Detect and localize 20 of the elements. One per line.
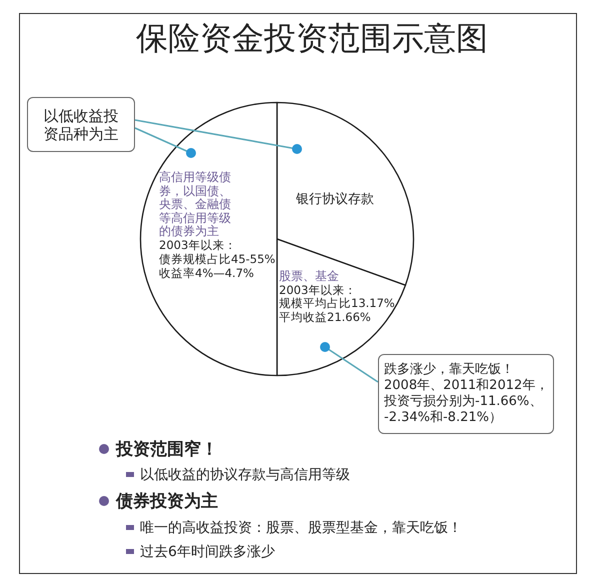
text: 规模平均占比13.17% [279, 296, 395, 312]
text: 跌多涨少，靠天吃饭！ [384, 362, 514, 378]
text: 投资亏损分别为-11.66%、 [384, 394, 542, 410]
chart-title: 保险资金投资范围示意图 [136, 19, 488, 57]
text: 投资范围窄！ [116, 438, 218, 460]
text: -2.34%和-8.21%） [384, 410, 502, 426]
text: 以低收益的协议存款与高信用等级 [140, 466, 350, 484]
text: 债券规模占比45-55% [159, 252, 276, 267]
text: 唯一的高收益投资：股票、股票型基金，靠天吃饭！ [140, 519, 462, 537]
text: 平均收益21.66% [279, 310, 372, 325]
text: 2008年、2011和2012年， [384, 378, 548, 394]
slice-label: 银行协议存款 [296, 192, 374, 208]
text: 过去6年时间跌多涨少 [140, 543, 275, 561]
slice-label: 高信用等级债券，以国债、央票、金融债等高信用等级的债券为主 [159, 170, 232, 239]
text: 债券投资为主 [116, 490, 218, 512]
text: 收益率4%—4.7% [159, 266, 255, 280]
text: 2003年以来： [279, 282, 358, 298]
text: 2003年以来： [159, 238, 238, 253]
text: 以低收益投资品种为主 [42, 106, 120, 142]
slice-label: 股票、基金 [279, 269, 340, 284]
